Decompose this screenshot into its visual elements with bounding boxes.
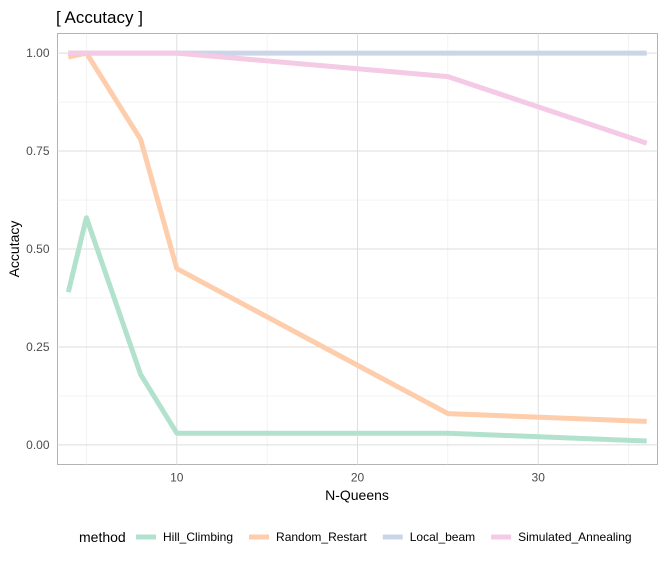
x-axis-title: N-Queens <box>325 487 389 503</box>
y-axis-ticks: 0.00 0.25 0.50 0.75 1.00 <box>26 46 50 452</box>
y-tick-label: 0.50 <box>26 242 50 256</box>
y-tick-label: 0.00 <box>26 438 50 452</box>
chart-title: [ Accutacy ] <box>56 8 143 27</box>
legend: method Hill_Climbing Random_Restart Local_… <box>79 529 632 545</box>
y-tick-label: 1.00 <box>26 46 50 60</box>
x-tick-label: 20 <box>351 471 365 485</box>
x-axis-ticks: 10 20 30 <box>170 471 545 485</box>
series-line-hill-climbing <box>65 215 647 444</box>
y-tick-label: 0.75 <box>26 144 50 158</box>
series-line-simulated-annealing <box>68 50 648 146</box>
legend-label-random-restart: Random_Restart <box>276 530 367 544</box>
legend-label-local-beam: Local_beam <box>410 530 475 544</box>
legend-label-simulated-annealing: Simulated_Annealing <box>518 530 631 544</box>
legend-title: method <box>79 529 126 545</box>
y-tick-label: 0.25 <box>26 340 50 354</box>
y-axis-title: Accutacy <box>6 221 22 278</box>
series-lines <box>65 50 648 444</box>
x-tick-label: 10 <box>170 471 184 485</box>
legend-label-hill-climbing: Hill_Climbing <box>163 530 233 544</box>
x-tick-label: 30 <box>532 471 546 485</box>
